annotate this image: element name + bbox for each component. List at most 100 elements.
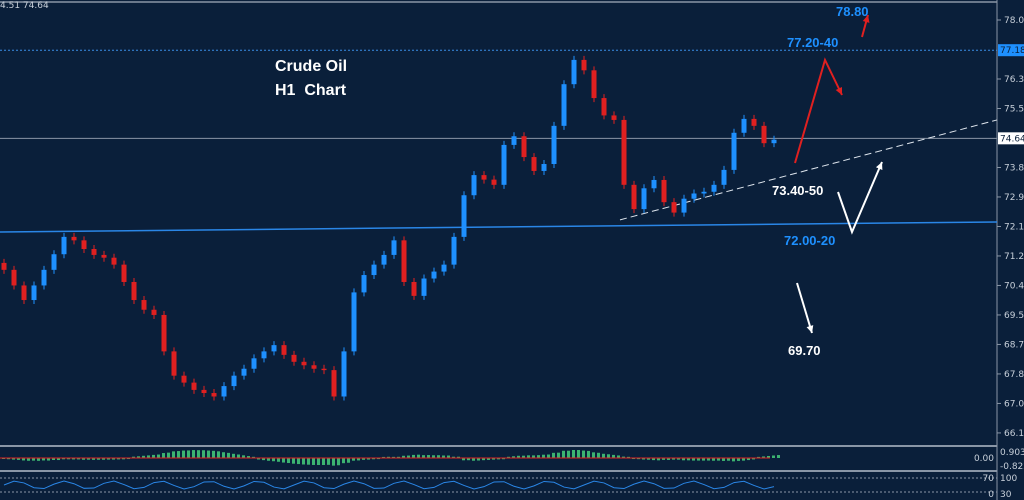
macd-bar bbox=[372, 458, 375, 460]
macd-bar bbox=[482, 458, 485, 461]
candle bbox=[671, 202, 677, 213]
macd-bar bbox=[607, 454, 610, 458]
macd-bar bbox=[742, 458, 745, 461]
macd-bar bbox=[292, 458, 295, 464]
macd-bar bbox=[627, 456, 630, 458]
candle bbox=[591, 70, 597, 99]
macd-bar bbox=[327, 458, 330, 465]
macd-bar bbox=[152, 454, 155, 458]
candle bbox=[351, 292, 357, 352]
macd-bar bbox=[307, 458, 310, 465]
macd-bar bbox=[717, 458, 720, 461]
macd-bar bbox=[552, 452, 555, 458]
macd-tick-label: -0.822 bbox=[1000, 462, 1024, 472]
support-line bbox=[0, 221, 998, 233]
macd-bar bbox=[522, 455, 525, 458]
macd-bar bbox=[577, 450, 580, 458]
macd-bar bbox=[207, 450, 210, 458]
candle bbox=[371, 264, 377, 276]
macd-bar bbox=[727, 458, 730, 461]
macd-bar bbox=[222, 452, 225, 458]
macd-bar bbox=[712, 458, 715, 461]
y-tick-label: 73.80 bbox=[1004, 163, 1024, 173]
candle bbox=[11, 269, 17, 286]
macd-bar bbox=[342, 458, 345, 464]
candle bbox=[541, 164, 547, 171]
osc-tick-label: 30 bbox=[1000, 490, 1012, 500]
candle bbox=[631, 184, 637, 210]
trendline bbox=[619, 119, 998, 221]
macd-bar bbox=[527, 455, 530, 458]
macd-bar bbox=[312, 458, 315, 465]
candle bbox=[411, 281, 417, 296]
candle bbox=[281, 345, 287, 355]
macd-bar bbox=[672, 458, 675, 460]
macd-bar bbox=[322, 458, 325, 465]
macd-bar bbox=[7, 458, 10, 460]
candle bbox=[271, 345, 277, 352]
macd-bar bbox=[652, 458, 655, 461]
candle bbox=[641, 188, 647, 210]
macd-bar bbox=[122, 458, 125, 460]
white-bounce-arrow bbox=[837, 161, 883, 235]
y-tick-label: 78.05 bbox=[1004, 16, 1024, 26]
macd-bar bbox=[257, 458, 260, 460]
macd-bar bbox=[212, 450, 215, 458]
macd-bar bbox=[427, 455, 430, 458]
macd-bar bbox=[62, 458, 65, 460]
macd-bar bbox=[37, 458, 40, 461]
candle bbox=[481, 175, 487, 180]
macd-bar bbox=[752, 458, 755, 460]
candle bbox=[31, 285, 37, 301]
candle bbox=[301, 361, 307, 366]
macd-bar bbox=[187, 450, 190, 458]
macd-bar bbox=[422, 455, 425, 458]
macd-bar bbox=[762, 456, 765, 458]
macd-bar bbox=[767, 455, 770, 458]
macd-bar bbox=[487, 458, 490, 460]
macd-bar bbox=[237, 454, 240, 458]
y-tick-label: 66.15 bbox=[1004, 429, 1024, 439]
current-price-badge bbox=[998, 132, 1024, 145]
macd-bar bbox=[197, 450, 200, 458]
macd-bar bbox=[402, 455, 405, 458]
macd-bar bbox=[662, 458, 665, 460]
macd-bar bbox=[277, 458, 280, 462]
candle bbox=[561, 84, 567, 126]
candle bbox=[471, 175, 477, 196]
macd-bar bbox=[392, 456, 395, 458]
macd-bar bbox=[637, 458, 640, 460]
macd-bar bbox=[467, 458, 470, 461]
macd-bar bbox=[497, 458, 500, 460]
macd-bar bbox=[82, 458, 85, 460]
macd-bar bbox=[602, 453, 605, 458]
macd-bar bbox=[397, 456, 400, 458]
macd-bar bbox=[477, 458, 480, 461]
macd-bar bbox=[697, 458, 700, 461]
macd-bar bbox=[247, 456, 250, 458]
macd-tick-label: 0.903 bbox=[1000, 448, 1024, 458]
macd-bar bbox=[317, 458, 320, 465]
macd-bar bbox=[137, 456, 140, 458]
chart-subtitle: H1 Chart bbox=[275, 82, 347, 99]
macd-bar bbox=[617, 455, 620, 458]
candle bbox=[691, 193, 697, 199]
candle bbox=[421, 278, 427, 296]
macd-bar bbox=[707, 458, 710, 461]
candle bbox=[211, 393, 217, 397]
macd-bar bbox=[777, 455, 780, 458]
macd-bar bbox=[12, 458, 15, 460]
macd-bar bbox=[157, 454, 160, 458]
macd-bar bbox=[287, 458, 290, 464]
macd-bar bbox=[557, 452, 560, 458]
annotation-77-20-40: 77.20-40 bbox=[787, 35, 839, 50]
macd-bar bbox=[362, 458, 365, 460]
macd-bar bbox=[72, 458, 75, 460]
macd-bar bbox=[492, 458, 495, 460]
macd-bar bbox=[242, 455, 245, 458]
candle bbox=[201, 389, 207, 394]
macd-bar bbox=[177, 451, 180, 458]
candle bbox=[121, 264, 127, 282]
